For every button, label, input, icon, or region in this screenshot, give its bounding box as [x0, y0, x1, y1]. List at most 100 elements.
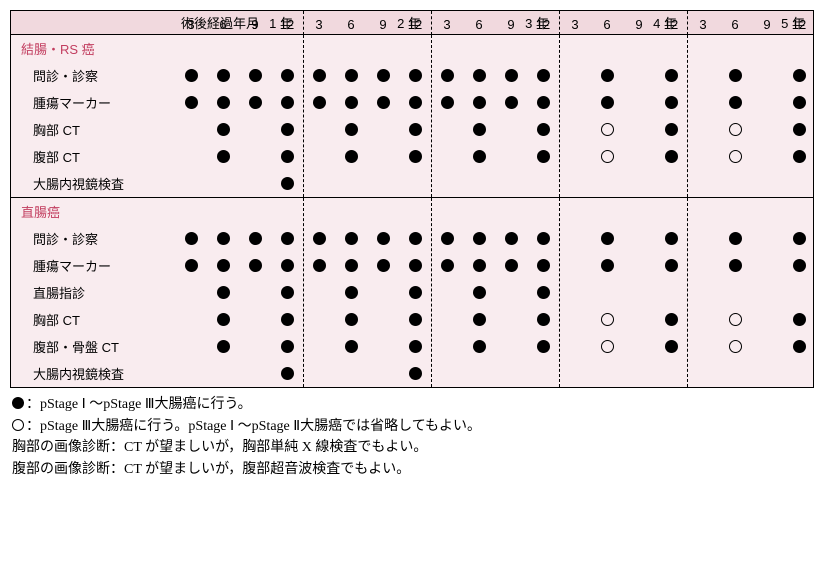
dot-cell [495, 225, 527, 251]
filled-dot-icon [441, 69, 454, 82]
dot-cell [431, 116, 463, 142]
dot-cell [271, 333, 303, 359]
dot-cell [239, 89, 271, 115]
dot-cell [559, 170, 591, 196]
filled-dot-icon [217, 340, 230, 353]
dot-cell [687, 333, 719, 359]
dot-cell [527, 89, 559, 115]
legend-notes: ：pStage Ⅰ ～pStage Ⅲ大腸癌に行う。 ：pStage Ⅲ大腸癌に… [10, 388, 814, 487]
dot-cell [719, 62, 751, 88]
dot-cell [655, 143, 687, 169]
filled-dot-icon [601, 259, 614, 272]
header-prefix: 術後経過年月 [181, 13, 259, 32]
section: 結腸・RS 癌問診・診察腫瘍マーカー胸部 CT腹部 CT大腸内視鏡検査 [11, 35, 813, 197]
header-block: 術後経過年月 1 年 2 年 3 年 4 年 5 年 3691236912369… [11, 11, 813, 35]
dot-cell [623, 279, 655, 305]
dot-cell [623, 89, 655, 115]
dot-cell [399, 306, 431, 332]
dot-cell [271, 225, 303, 251]
filled-dot-icon [505, 259, 518, 272]
dot-cell [175, 360, 207, 386]
dot-cell [399, 170, 431, 196]
filled-dot-icon [537, 69, 550, 82]
dot-cell [207, 225, 239, 251]
dot-cell [239, 333, 271, 359]
filled-dot-icon [217, 123, 230, 136]
table-row: 胸部 CT [11, 306, 813, 333]
filled-dot-icon [313, 259, 326, 272]
filled-dot-icon [793, 123, 806, 136]
dot-cell [719, 89, 751, 115]
dot-cell [303, 143, 335, 169]
filled-dot-icon [185, 96, 198, 109]
filled-dot-icon [185, 259, 198, 272]
filled-dot-icon [409, 150, 422, 163]
note-text-1: ：pStage Ⅰ ～pStage Ⅲ大腸癌に行う。 [26, 397, 252, 412]
table-row: 大腸内視鏡検査 [11, 170, 813, 197]
dot-cell [335, 225, 367, 251]
filled-dot-icon [409, 232, 422, 245]
month-cell: 6 [463, 15, 495, 34]
table-row: 直腸指診 [11, 279, 813, 306]
dot-cell [271, 279, 303, 305]
dot-cell [207, 116, 239, 142]
dot-cell [687, 62, 719, 88]
filled-dot-icon [473, 232, 486, 245]
dot-cell [719, 225, 751, 251]
filled-dot-icon [281, 259, 294, 272]
filled-dot-icon [601, 69, 614, 82]
row-label: 胸部 CT [11, 116, 175, 143]
dot-cell [655, 360, 687, 386]
dot-cell [431, 360, 463, 386]
table-row: 腹部 CT [11, 143, 813, 170]
dot-cell [239, 225, 271, 251]
dot-cells [175, 225, 815, 252]
filled-dot-icon [665, 96, 678, 109]
dot-cell [399, 62, 431, 88]
dot-cells [175, 252, 815, 279]
table-row: 腫瘍マーカー [11, 252, 813, 279]
dot-cell [431, 279, 463, 305]
dot-cell [527, 225, 559, 251]
filled-dot-icon [537, 232, 550, 245]
dot-cell [399, 225, 431, 251]
dot-cell [495, 116, 527, 142]
dot-cell [271, 116, 303, 142]
dot-cell [687, 225, 719, 251]
filled-dot-icon [601, 232, 614, 245]
dot-cell [719, 306, 751, 332]
dot-cell [687, 306, 719, 332]
open-dot-icon [729, 313, 742, 326]
dot-cell [367, 62, 399, 88]
filled-dot-icon [537, 340, 550, 353]
dot-cell [175, 116, 207, 142]
dot-cell [591, 116, 623, 142]
dot-cell [623, 252, 655, 278]
filled-dot-icon [505, 96, 518, 109]
dot-cell [495, 279, 527, 305]
dot-cell [463, 360, 495, 386]
month-cell: 3 [559, 15, 591, 34]
dot-cell [431, 252, 463, 278]
dot-cell [271, 89, 303, 115]
dot-cell [623, 333, 655, 359]
filled-dot-icon [473, 69, 486, 82]
dot-cell [495, 143, 527, 169]
surveillance-table: 術後経過年月 1 年 2 年 3 年 4 年 5 年 3691236912369… [10, 10, 814, 388]
dot-cell [495, 89, 527, 115]
dot-cell [303, 333, 335, 359]
dot-cell [655, 62, 687, 88]
filled-dot-icon [281, 123, 294, 136]
month-cell: 6 [719, 15, 751, 34]
filled-dot-icon [729, 69, 742, 82]
filled-dot-icon [345, 150, 358, 163]
dot-cell [559, 279, 591, 305]
dot-cell [495, 333, 527, 359]
row-label: 問診・診察 [11, 225, 175, 252]
dot-cell [367, 279, 399, 305]
dot-cell [431, 306, 463, 332]
month-cell: 3 [303, 15, 335, 34]
dot-cell [335, 333, 367, 359]
filled-dot-icon [249, 232, 262, 245]
row-label: 腫瘍マーカー [11, 252, 175, 279]
